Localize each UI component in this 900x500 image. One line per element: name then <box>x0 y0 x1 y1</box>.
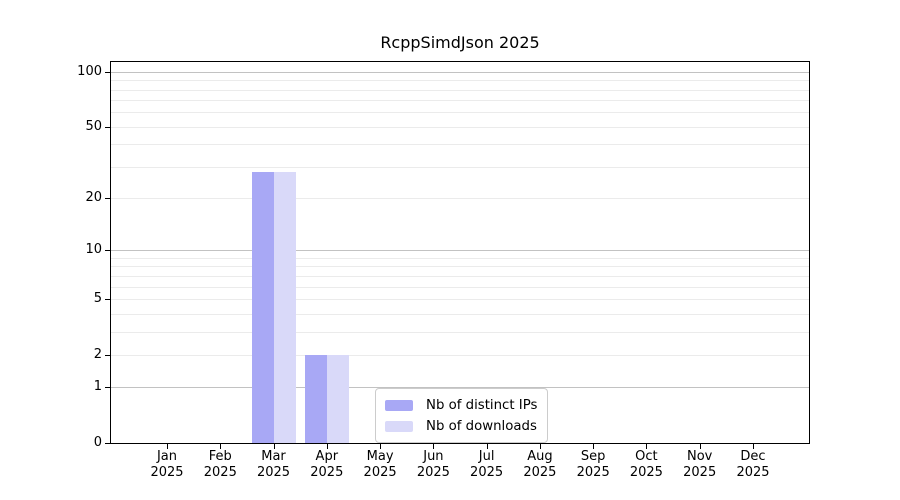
legend-item-downloads: Nb of downloads <box>385 417 537 435</box>
chart-title: RcppSimdJson 2025 <box>380 33 540 52</box>
y-tick-label: 0 <box>93 435 102 450</box>
bar-apr-distinct-ips <box>304 354 327 443</box>
x-tick-label-jul: Jul 2025 <box>470 449 504 480</box>
legend-item-distinct-ips: Nb of distinct IPs <box>385 396 537 414</box>
x-tick <box>539 444 541 449</box>
x-tick <box>699 444 701 449</box>
major-gridline <box>111 71 809 73</box>
x-tick <box>220 444 222 449</box>
bar-apr-downloads <box>326 354 349 443</box>
legend-label-downloads: Nb of downloads <box>426 418 537 434</box>
x-tick <box>646 444 648 449</box>
minor-gridline <box>111 275 809 277</box>
minor-gridline <box>111 313 809 315</box>
x-tick-label-jun: Jun 2025 <box>416 449 450 480</box>
major-gridline <box>111 250 809 252</box>
x-tick-label-dec: Dec 2025 <box>736 449 770 480</box>
minor-gridline <box>111 198 809 200</box>
minor-gridline <box>111 331 809 333</box>
legend-swatch-downloads <box>385 420 413 432</box>
x-tick <box>380 444 382 449</box>
y-tick <box>105 198 110 200</box>
x-tick <box>593 444 595 449</box>
x-tick-label-apr: Apr 2025 <box>310 449 344 480</box>
x-tick-label-mar: Mar 2025 <box>256 449 291 480</box>
legend-swatch-distinct-ips <box>385 399 413 411</box>
minor-gridline <box>111 298 809 300</box>
x-tick <box>433 444 435 449</box>
y-tick <box>105 126 110 128</box>
x-tick <box>167 444 168 449</box>
y-tick <box>105 354 110 356</box>
y-tick-label: 50 <box>85 118 102 134</box>
x-tick-label-jan: Jan 2025 <box>150 449 184 480</box>
minor-gridline <box>111 166 809 168</box>
minor-gridline <box>111 112 809 114</box>
x-tick-label-nov: Nov 2025 <box>683 449 717 480</box>
legend-label-distinct-ips: Nb of distinct IPs <box>426 397 538 413</box>
x-tick <box>273 444 275 449</box>
minor-gridline <box>111 257 809 259</box>
plot-area <box>110 61 810 444</box>
minor-gridline <box>111 100 809 102</box>
minor-gridline <box>111 144 809 146</box>
x-tick <box>486 444 488 449</box>
minor-gridline <box>111 89 809 91</box>
x-tick <box>326 444 328 449</box>
x-tick-label-feb: Feb 2025 <box>203 449 237 480</box>
bar-mar-downloads <box>273 172 296 443</box>
y-tick-label: 10 <box>85 242 102 258</box>
major-gridline <box>111 387 809 389</box>
y-tick-label: 5 <box>93 290 102 306</box>
y-tick-label: 20 <box>85 190 102 206</box>
y-tick-label: 100 <box>77 63 102 79</box>
x-tick-label-sep: Sep 2025 <box>576 449 610 480</box>
bar-mar-distinct-ips <box>251 172 274 443</box>
y-tick-label: 1 <box>93 379 102 395</box>
y-tick <box>105 387 110 389</box>
minor-gridline <box>111 126 809 128</box>
x-tick-label-may: May 2025 <box>363 449 397 480</box>
legend: Nb of distinct IPs Nb of downloads <box>375 388 549 443</box>
x-tick-label-oct: Oct 2025 <box>629 449 663 480</box>
y-tick <box>105 443 110 444</box>
x-tick <box>753 444 754 449</box>
minor-gridline <box>111 286 809 288</box>
x-tick-label-aug: Aug 2025 <box>523 449 557 480</box>
y-tick-label: 2 <box>93 346 102 362</box>
y-tick <box>105 250 110 252</box>
y-tick <box>105 298 110 300</box>
minor-gridline <box>111 354 809 356</box>
minor-gridline <box>111 80 809 82</box>
minor-gridline <box>111 266 809 268</box>
y-tick <box>105 71 110 73</box>
